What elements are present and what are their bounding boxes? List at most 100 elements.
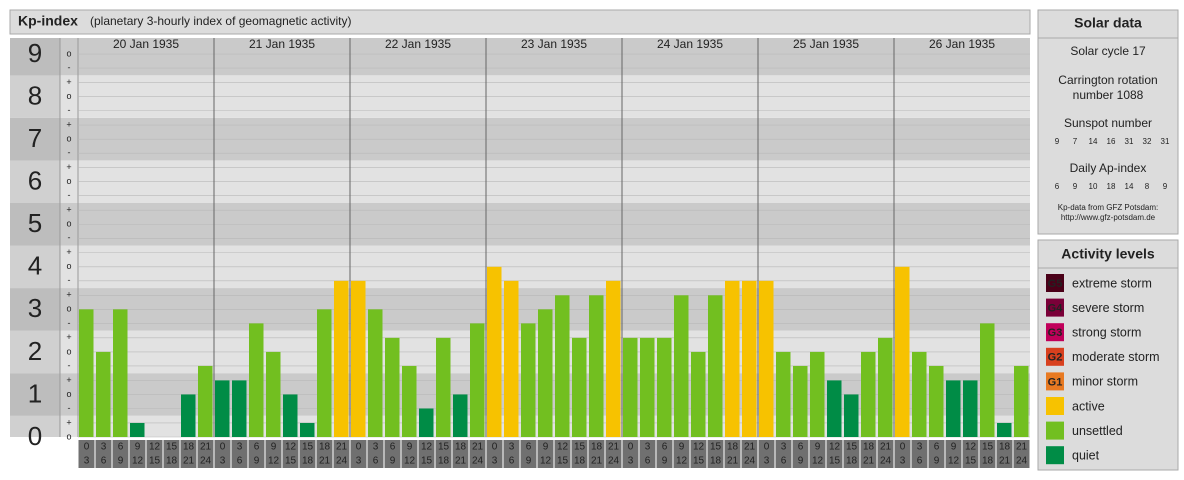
slot-cell xyxy=(520,440,537,468)
slot-cell xyxy=(146,440,163,468)
bar xyxy=(385,337,400,437)
bar xyxy=(997,422,1012,437)
slot-to: 12 xyxy=(812,456,824,467)
slot-cell xyxy=(197,440,214,468)
slot-to: 12 xyxy=(676,456,688,467)
slot-from: 15 xyxy=(438,442,450,453)
ap-value: 6 xyxy=(1055,182,1060,191)
slot-from: 21 xyxy=(472,442,484,453)
slot-from: 9 xyxy=(271,442,277,453)
slot-from: 6 xyxy=(390,442,396,453)
slot-cell xyxy=(180,440,197,468)
slot-from: 3 xyxy=(645,442,651,453)
slot-to: 3 xyxy=(84,456,90,467)
legend-label: minor storm xyxy=(1072,375,1138,389)
y-tick-label: 8 xyxy=(28,80,42,110)
slot-from: 18 xyxy=(863,442,875,453)
minor-tick-label: + xyxy=(66,332,71,342)
slot-to: 24 xyxy=(336,456,348,467)
slot-cell xyxy=(826,440,843,468)
slot-from: 21 xyxy=(744,442,756,453)
bar xyxy=(912,351,927,437)
slot-from: 12 xyxy=(693,442,705,453)
slot-cell xyxy=(860,440,877,468)
slot-to: 18 xyxy=(846,456,858,467)
slot-cell xyxy=(741,440,758,468)
bar xyxy=(521,323,536,437)
slot-to: 21 xyxy=(455,456,467,467)
band xyxy=(10,38,1030,76)
slot-to: 3 xyxy=(628,456,634,467)
slot-cell xyxy=(707,440,724,468)
slot-cell xyxy=(962,440,979,468)
slot-cell xyxy=(843,440,860,468)
legend-swatch xyxy=(1046,298,1064,317)
bar xyxy=(861,351,876,437)
bar xyxy=(317,309,332,437)
slot-cell xyxy=(588,440,605,468)
bar xyxy=(181,394,196,437)
sunspot-value: 31 xyxy=(1161,137,1170,146)
ap-value: 14 xyxy=(1125,182,1134,191)
carrington-line: number 1088 xyxy=(1073,88,1144,102)
minor-tick-label: - xyxy=(68,318,71,328)
slot-from: 18 xyxy=(183,442,195,453)
source-text: Kp-data from GFZ Potsdam: xyxy=(1058,203,1158,212)
slot-cell xyxy=(979,440,996,468)
slot-cell xyxy=(78,440,95,468)
slot-from: 21 xyxy=(1016,442,1028,453)
ap-value: 18 xyxy=(1107,182,1116,191)
slot-to: 21 xyxy=(591,456,603,467)
y-tick-label: 4 xyxy=(28,251,42,281)
axis-band xyxy=(10,330,60,374)
axis-band xyxy=(10,117,60,161)
bar xyxy=(79,309,94,437)
legend-label: active xyxy=(1072,399,1105,413)
y-tick-label: 2 xyxy=(28,336,42,366)
bar xyxy=(283,394,298,437)
chart-title: Kp-index xyxy=(18,13,78,29)
axis-band xyxy=(10,202,60,246)
slot-cell xyxy=(996,440,1013,468)
slot-to: 3 xyxy=(764,456,770,467)
minor-tick-label: - xyxy=(68,233,71,243)
slot-from: 12 xyxy=(421,442,433,453)
slot-to: 18 xyxy=(166,456,178,467)
slot-from: 3 xyxy=(101,442,107,453)
bar xyxy=(538,309,553,437)
sunspot-value: 7 xyxy=(1073,137,1078,146)
y-tick-label: 7 xyxy=(28,123,42,153)
slot-from: 9 xyxy=(815,442,821,453)
slot-cell xyxy=(622,440,639,468)
minor-tick-label: + xyxy=(66,77,71,87)
slot-cell xyxy=(605,440,622,468)
slot-to: 18 xyxy=(982,456,994,467)
slot-cell xyxy=(282,440,299,468)
minor-tick-label: o xyxy=(66,346,71,356)
slot-cell xyxy=(911,440,928,468)
slot-to: 6 xyxy=(645,456,651,467)
slot-to: 6 xyxy=(509,456,515,467)
axis-band xyxy=(10,75,60,118)
axis-band xyxy=(10,373,60,416)
slot-cell xyxy=(809,440,826,468)
legend-label: extreme storm xyxy=(1072,276,1152,290)
slot-from: 0 xyxy=(356,442,362,453)
slot-to: 15 xyxy=(965,456,977,467)
solar-cycle: Solar cycle 17 xyxy=(1070,44,1146,58)
minor-tick-label: o xyxy=(66,91,71,101)
legend-label: unsettled xyxy=(1072,424,1123,438)
minor-tick-label: + xyxy=(66,290,71,300)
legend-label: quiet xyxy=(1072,448,1100,462)
slot-to: 24 xyxy=(744,456,756,467)
ap-value: 10 xyxy=(1089,182,1098,191)
bar xyxy=(402,365,417,437)
slot-cell xyxy=(554,440,571,468)
slot-from: 12 xyxy=(149,442,161,453)
minor-tick-label: o xyxy=(66,176,71,186)
slot-from: 15 xyxy=(302,442,314,453)
slot-from: 15 xyxy=(574,442,586,453)
slot-cell xyxy=(486,440,503,468)
bar xyxy=(810,351,825,437)
slot-to: 21 xyxy=(183,456,195,467)
